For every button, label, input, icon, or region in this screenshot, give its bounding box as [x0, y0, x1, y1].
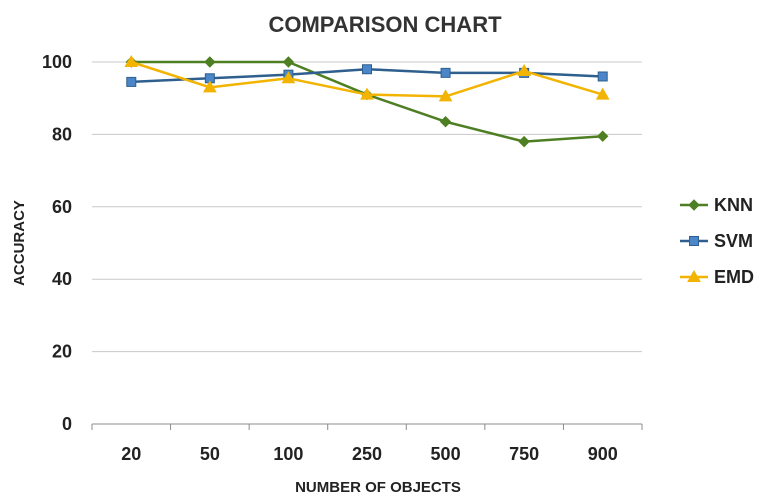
- x-tick-label: 500: [431, 444, 461, 464]
- data-point-svm: [597, 71, 608, 82]
- data-point-emd: [281, 71, 296, 84]
- data-point-emd: [202, 80, 217, 93]
- x-tick-label: 50: [200, 444, 220, 464]
- legend-marker-knn: [688, 199, 700, 211]
- x-axis-ticks: 20 50 100 250 500 750 900: [121, 444, 617, 464]
- x-tick-label: 750: [509, 444, 539, 464]
- data-point-knn: [518, 135, 530, 148]
- data-point-emd: [517, 64, 532, 77]
- data-point-emd: [595, 87, 610, 100]
- legend-marker-emd: [687, 269, 701, 282]
- legend-label-svm: SVM: [714, 231, 753, 251]
- y-axis-ticks: 0 20 40 60 80 100: [42, 52, 72, 434]
- data-point-knn: [204, 56, 216, 68]
- data-point-knn: [439, 116, 452, 128]
- data-point-svm: [126, 76, 137, 87]
- chart-title: COMPARISON CHART: [268, 12, 502, 37]
- data-point-knn: [597, 130, 609, 142]
- data-point-emd: [360, 87, 374, 100]
- data-point-knn: [282, 56, 295, 68]
- data-point-emd: [438, 89, 453, 102]
- x-tick-label: 900: [588, 444, 618, 464]
- x-tick-label: 20: [121, 444, 141, 464]
- data-point-emd: [124, 54, 139, 67]
- y-tick-label: 20: [52, 342, 72, 362]
- x-tick-label: 250: [352, 444, 382, 464]
- y-tick-label: 100: [42, 52, 72, 72]
- legend-marker-svm: [689, 236, 699, 246]
- axes: [91, 423, 643, 430]
- data-point-svm: [440, 67, 451, 78]
- series-lines: [124, 54, 610, 148]
- x-tick-label: 100: [273, 444, 303, 464]
- legend-label-knn: KNN: [714, 195, 753, 215]
- y-tick-label: 80: [52, 124, 72, 144]
- y-tick-label: 40: [52, 269, 72, 289]
- gridlines: [92, 61, 642, 353]
- y-axis-label: ACCURACY: [11, 200, 28, 286]
- x-axis-label: NUMBER OF OBJECTS: [295, 479, 461, 496]
- data-point-svm: [362, 64, 372, 75]
- y-tick-label: 60: [52, 197, 72, 217]
- y-tick-label: 0: [62, 414, 72, 434]
- legend: KNN SVM EMD: [680, 195, 754, 287]
- legend-label-emd: EMD: [714, 267, 754, 287]
